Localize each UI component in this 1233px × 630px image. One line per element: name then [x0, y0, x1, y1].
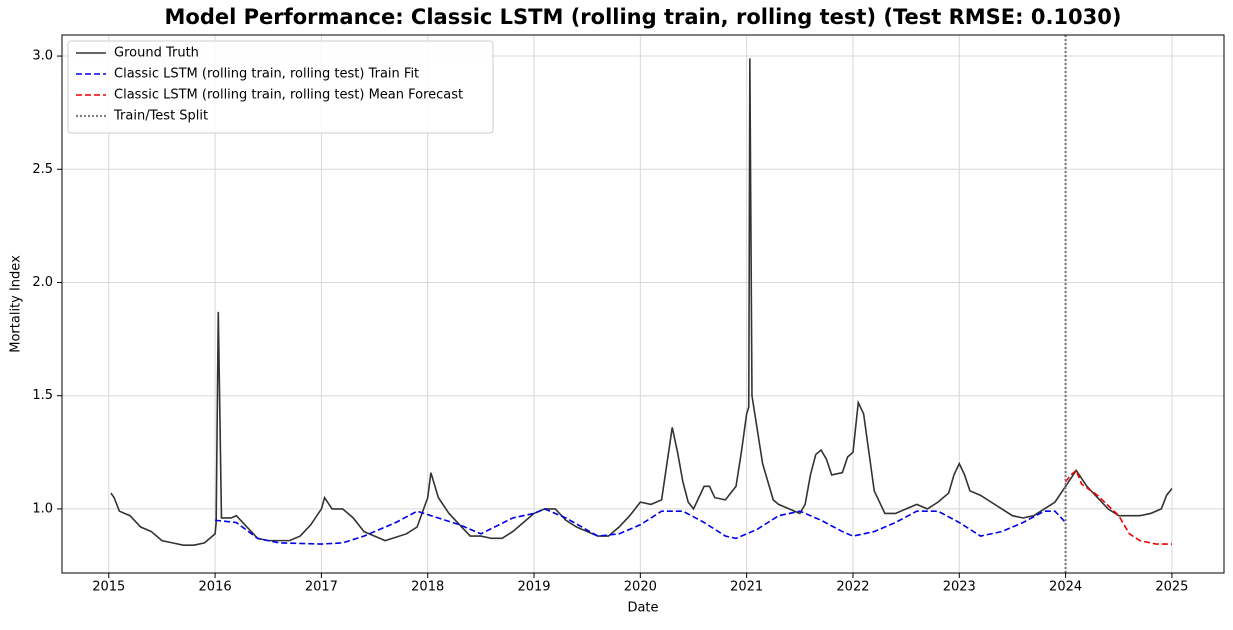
y-axis-label: Mortality Index	[9, 255, 24, 353]
x-tick-label: 2015	[92, 580, 125, 595]
x-axis-label: Date	[627, 601, 658, 616]
series-line	[110, 58, 1173, 546]
legend-label: Classic LSTM (rolling train, rolling tes…	[114, 88, 463, 103]
y-tick-label: 1.5	[32, 388, 53, 403]
x-tick-label: 2023	[943, 580, 976, 595]
x-tick-label: 2019	[517, 580, 550, 595]
chart-title: Model Performance: Classic LSTM (rolling…	[165, 5, 1122, 29]
legend-label: Ground Truth	[114, 46, 199, 61]
legend-label: Classic LSTM (rolling train, rolling tes…	[114, 67, 419, 82]
y-tick-label: 3.0	[32, 49, 53, 64]
x-tick-label: 2018	[411, 580, 444, 595]
x-tick-label: 2024	[1049, 580, 1082, 595]
x-tick-label: 2017	[305, 580, 338, 595]
legend-label: Train/Test Split	[113, 109, 208, 124]
y-tick-label: 1.0	[32, 501, 53, 516]
x-tick-label: 2021	[730, 580, 763, 595]
x-tick-label: 2025	[1155, 580, 1188, 595]
x-tick-label: 2022	[836, 580, 869, 595]
x-tick-label: 2020	[624, 580, 657, 595]
y-tick-label: 2.5	[32, 162, 53, 177]
plot-frame	[61, 34, 1225, 574]
y-tick-label: 2.0	[32, 275, 53, 290]
legend-box	[67, 40, 494, 134]
x-tick-label: 2016	[199, 580, 232, 595]
series-line	[1064, 469, 1172, 545]
